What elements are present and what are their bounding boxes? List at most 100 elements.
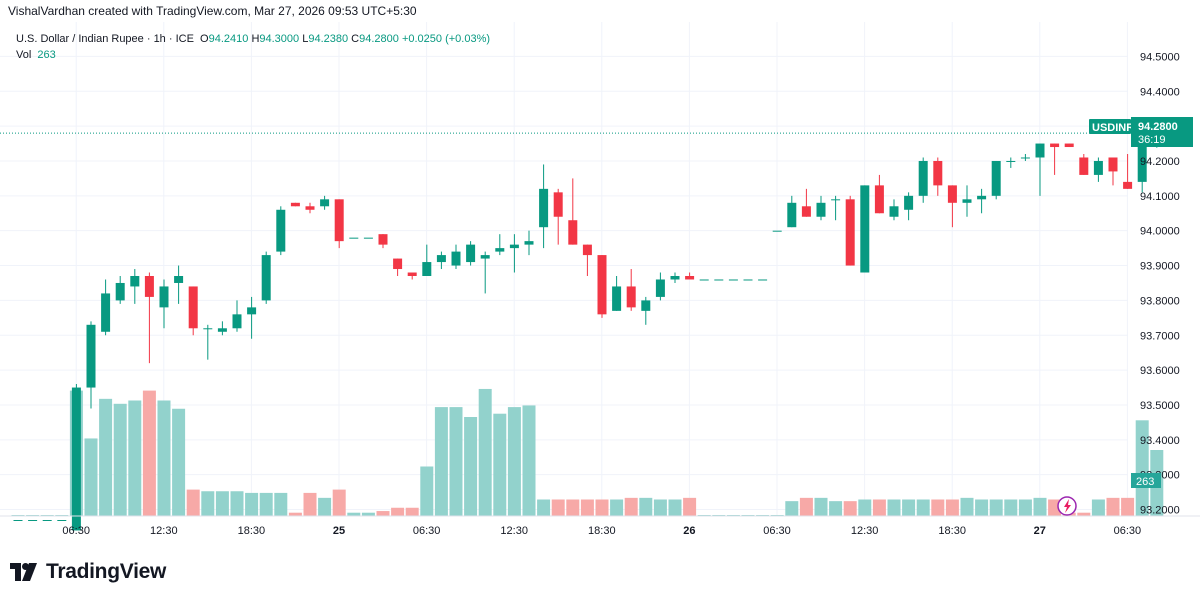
candle [247,296,257,339]
volume-bar [507,407,521,516]
volume-bar [245,492,259,516]
candle [115,276,125,304]
volume-bar [405,507,419,516]
y-tick-label: 94.4000 [1140,86,1180,98]
candle-body [466,244,476,263]
candle [597,255,607,318]
candle [524,230,534,256]
x-tick-label: 06:30 [413,525,441,537]
volume-bar [172,408,186,516]
volume-bar [522,405,536,516]
candle-body [904,195,914,210]
candle-body [1093,160,1103,175]
legend-symbol[interactable]: U.S. Dollar / Indian Rupee · 1h · ICE [16,33,194,45]
volume-bar [201,491,215,516]
candle-body [597,255,607,315]
candle [86,321,96,409]
candle-body [889,206,899,217]
candle-body [247,307,257,315]
candle [728,279,738,281]
tradingview-logo[interactable]: TradingView [10,560,166,584]
candle [758,279,768,281]
volume-bar [916,499,930,516]
volume-bar [1033,497,1047,516]
y-tick-label: 94.5000 [1140,51,1180,63]
candle-body [422,262,432,276]
candle-body [655,279,665,297]
volume-bar [391,507,405,516]
volume-bar [288,512,302,516]
candle-body [232,314,242,329]
legend-h-value: 94.3000 [259,33,300,45]
y-tick-label: 94.1000 [1140,191,1180,203]
candle-body [685,276,695,280]
legend-c-value: 94.2800 [359,33,399,45]
candle [801,188,811,217]
candle [831,195,841,221]
volume-bar [960,497,974,516]
volume-bar [624,497,638,516]
volume-bar [303,492,317,516]
candle-body [334,199,344,242]
candle-body [962,199,972,203]
candle-body [436,255,446,263]
legend-vol-label[interactable]: Vol [16,49,32,61]
candle [977,188,987,214]
candle-body [772,230,782,232]
volume-badge: 263 [1131,473,1161,488]
volume-bar [580,499,594,516]
candle-body [1006,160,1016,162]
x-tick-label: 06:30 [1114,525,1142,537]
candle [349,237,359,239]
candle-body [28,520,38,521]
candle [787,195,797,228]
volume-bar [887,499,901,516]
price-badge-price: 94.2800 [1138,121,1178,133]
y-tick-label: 93.5000 [1140,400,1180,412]
volume-bar [931,499,945,516]
candle [217,321,227,336]
volume-bar [975,499,989,516]
x-tick-label: 06:30 [62,525,90,537]
volume-bar [99,398,113,516]
candle-body [320,199,330,207]
volume-bar [1121,497,1135,516]
candle [159,279,169,329]
candle-body [977,195,987,200]
candle-body [101,293,111,332]
candle-body [1064,143,1074,148]
candle [918,157,928,203]
legend-l-value: 94.2380 [308,33,349,45]
candle-body [670,276,680,280]
price-badge: USDINR 94.2800 36:19 [1089,117,1193,147]
candle [436,251,446,270]
legend-ohlc: U.S. Dollar / Indian Rupee · 1h · ICE O9… [16,33,490,45]
y-tick-label: 94.0000 [1140,226,1180,238]
candle [378,234,388,249]
lightning-icon[interactable] [1057,496,1077,516]
candle-body [71,387,81,531]
candle [670,272,680,283]
candle [991,160,1001,200]
candle-body [801,206,811,217]
candle-body [612,286,622,311]
candle [334,199,344,249]
legend-change: +0.0250 (+0.03%) [401,33,491,45]
candle [422,244,432,276]
candle-body [743,279,753,281]
tradingview-logo-text: TradingView [46,560,167,583]
price-chart[interactable]: 93.200093.300093.400093.500093.600093.70… [0,0,1200,545]
volume-bar [1077,512,1091,516]
volume-bar [989,499,1003,516]
volume-badge-value: 263 [1136,476,1154,488]
candle [407,272,417,280]
candle [904,192,914,221]
candle [203,324,213,360]
candle-body [714,279,724,281]
volume-bar [128,400,142,516]
volume-bar [902,499,916,516]
time-axis[interactable]: 06:30 12:30 18:30 25 06:30 12:30 18:30 26 06:30 1… [62,525,1200,537]
candle [641,296,651,325]
volume-bar [872,499,886,516]
candle [144,272,154,364]
